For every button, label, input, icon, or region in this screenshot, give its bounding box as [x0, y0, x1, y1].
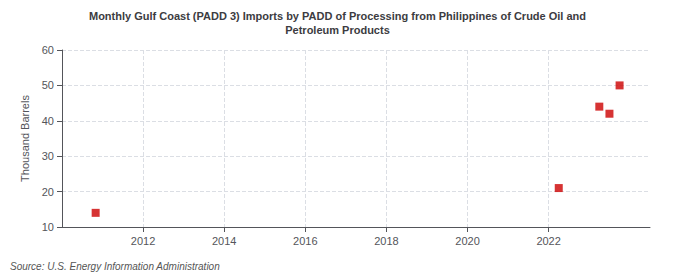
svg-text:2022: 2022 [536, 235, 560, 247]
svg-text:2012: 2012 [131, 235, 155, 247]
svg-text:Source: U.S. Energy Informatio: Source: U.S. Energy Information Administ… [10, 261, 220, 272]
svg-text:30: 30 [42, 150, 54, 162]
svg-text:Petroleum Products: Petroleum Products [285, 24, 390, 36]
svg-text:50: 50 [42, 79, 54, 91]
svg-text:10: 10 [42, 221, 54, 233]
svg-text:40: 40 [42, 115, 54, 127]
svg-text:Monthly Gulf Coast (PADD 3) Im: Monthly Gulf Coast (PADD 3) Imports by P… [89, 10, 586, 22]
svg-text:2016: 2016 [293, 235, 317, 247]
svg-text:2020: 2020 [455, 235, 479, 247]
svg-text:2018: 2018 [374, 235, 398, 247]
svg-text:Thousand Barrels: Thousand Barrels [19, 95, 31, 182]
svg-text:60: 60 [42, 44, 54, 56]
svg-text:20: 20 [42, 186, 54, 198]
svg-text:2014: 2014 [212, 235, 236, 247]
